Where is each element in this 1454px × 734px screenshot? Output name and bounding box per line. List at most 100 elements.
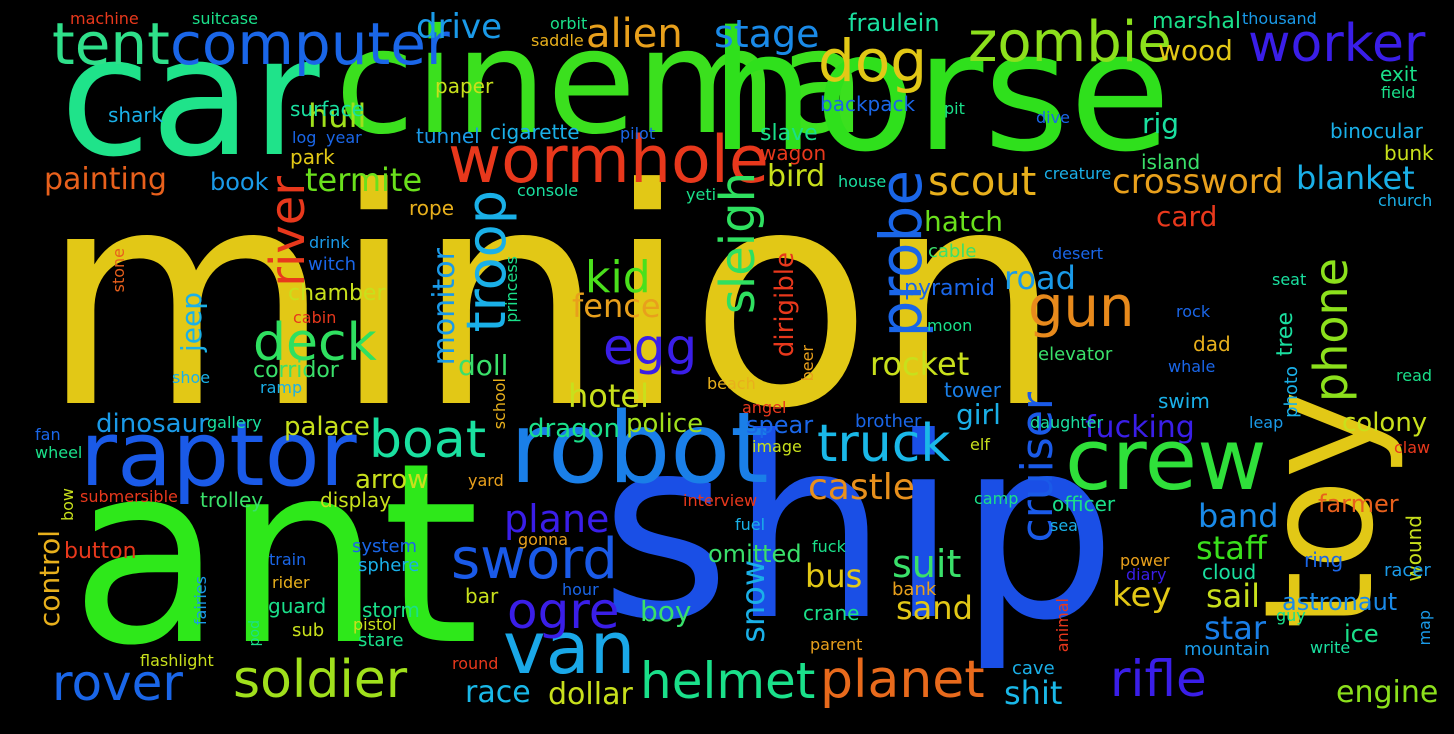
word-princess: princess (502, 256, 521, 323)
word-planet: planet (820, 650, 985, 710)
word-pistol: pistol (353, 615, 397, 634)
word-read: read (1396, 366, 1433, 385)
word-racer: racer (1384, 560, 1431, 581)
word-sub: sub (292, 620, 325, 641)
word-wormhole: wormhole (448, 123, 769, 198)
word-race: race (465, 675, 531, 710)
word-whale: whale (1168, 357, 1216, 376)
word-drink: drink (309, 233, 350, 252)
word-star: star (1204, 609, 1266, 647)
word-car: car (60, 1, 320, 193)
word-stare: stare (358, 630, 404, 651)
word-power: power (1120, 551, 1170, 570)
word-truck: truck (817, 414, 951, 474)
word-book: book (210, 168, 269, 196)
word-swim: swim (1158, 389, 1210, 413)
word-sphere: sphere (358, 555, 420, 576)
word-pyramid: pyramid (904, 276, 996, 301)
word-submersible: submersible (80, 487, 178, 506)
word-brother: brother (855, 411, 922, 432)
word-rig: rig (1142, 107, 1180, 140)
word-dad: dad (1193, 332, 1231, 356)
word-sea: sea (1050, 516, 1078, 535)
word-bunk: bunk (1384, 141, 1434, 165)
word-paper: paper (435, 74, 494, 98)
word-pilot: pilot (620, 124, 656, 143)
word-painting: painting (44, 162, 167, 197)
word-cinema: cinema (335, 0, 867, 167)
word-guy: guy (1276, 606, 1306, 625)
word-exit: exit (1380, 62, 1418, 86)
word-cigarette: cigarette (490, 120, 580, 144)
word-fraulein: fraulein (848, 9, 940, 37)
word-shark: shark (108, 103, 164, 127)
word-island: island (1141, 150, 1201, 174)
word-rifle: rifle (1110, 650, 1207, 708)
word-stone: stone (109, 248, 128, 293)
word-horse: horse (710, 0, 1171, 188)
word-phone: phone (1304, 258, 1358, 402)
word-hatch: hatch (924, 205, 1004, 238)
word-dragon: dragon (528, 414, 621, 444)
word-orbit: orbit (550, 14, 588, 33)
word-moon: moon (927, 316, 973, 335)
word-crossword: crossword (1112, 162, 1284, 202)
word-yard: yard (468, 471, 504, 490)
word-button: button (64, 539, 137, 564)
word-camp: camp (974, 489, 1019, 508)
word-write: write (1310, 638, 1351, 657)
word-gallery: gallery (207, 413, 262, 432)
word-ship: ship (600, 384, 1117, 675)
word-pit: pit (944, 99, 965, 118)
word-bar: bar (465, 584, 499, 608)
word-rock: rock (1176, 302, 1211, 321)
word-church: church (1378, 191, 1433, 210)
word-staff: staff (1196, 529, 1267, 567)
word-elevator: elevator (1038, 344, 1113, 365)
word-termite: termite (305, 161, 423, 199)
word-zombie: zombie (968, 10, 1172, 75)
word-rocket: rocket (870, 345, 970, 383)
word-fuel: fuel (735, 515, 766, 534)
word-yeti: yeti (686, 185, 717, 204)
word-display: display (320, 488, 392, 512)
word-diary: diary (1126, 565, 1167, 584)
word-system: system (352, 536, 418, 557)
word-guard: guard (268, 594, 327, 618)
word-card: card (1156, 200, 1218, 233)
word-cloud: cloud (1202, 560, 1257, 584)
word-alien: alien (586, 11, 683, 57)
word-park: park (290, 145, 335, 169)
word-hotel: hotel (568, 377, 649, 415)
word-slave: slave (760, 121, 818, 146)
word-tunnel: tunnel (416, 124, 480, 148)
word-blanket: blanket (1296, 159, 1415, 197)
word-ant: ant (70, 409, 480, 700)
word-school: school (490, 378, 509, 430)
word-storm: storm (362, 598, 420, 622)
word-sand: sand (896, 589, 973, 627)
word-cabin: cabin (293, 308, 337, 327)
word-fuck: fuck (812, 537, 846, 556)
word-photo: photo (1281, 366, 1302, 418)
word-rider: rider (272, 573, 310, 592)
word-sleigh: sleigh (710, 172, 766, 315)
word-pod: pod (247, 620, 263, 647)
word-seat: seat (1272, 270, 1307, 289)
word-hull: hull (308, 97, 367, 135)
word-dollar: dollar (548, 677, 633, 712)
word-road: road (1004, 259, 1076, 297)
word-year: year (326, 128, 362, 147)
word-deck: deck (253, 313, 377, 373)
word-gun: gun (1028, 275, 1135, 340)
word-leap: leap (1249, 413, 1284, 432)
word-cave: cave (1012, 658, 1055, 679)
word-backpack: backpack (820, 92, 916, 116)
word-house: house (838, 172, 887, 191)
word-egg: egg (603, 318, 698, 376)
word-shoe: shoe (172, 368, 211, 387)
word-farmer: farmer (1318, 490, 1399, 518)
word-soldier: soldier (233, 650, 408, 710)
word-daughter: daughter (1030, 413, 1104, 432)
